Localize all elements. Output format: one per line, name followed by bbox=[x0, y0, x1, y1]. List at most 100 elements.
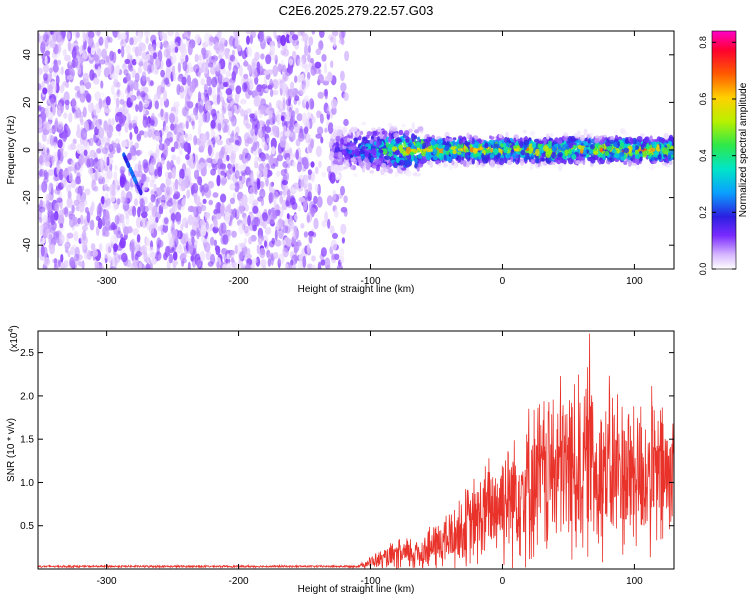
heatmap-cell bbox=[395, 156, 400, 164]
heatmap-cell bbox=[155, 187, 163, 197]
heatmap-cell bbox=[422, 142, 427, 149]
heatmap-cell bbox=[101, 92, 105, 98]
heatmap-cell bbox=[119, 39, 127, 49]
heatmap-cell bbox=[199, 250, 206, 262]
heatmap-cell bbox=[489, 160, 494, 164]
heatmap-cell bbox=[276, 154, 284, 162]
heatmap-cell bbox=[171, 65, 176, 76]
heatmap-cell bbox=[109, 161, 113, 172]
heatmap-cell bbox=[115, 97, 120, 108]
heatmap-cell bbox=[206, 76, 212, 87]
heatmap-cell bbox=[231, 49, 235, 57]
heatmap-cell bbox=[167, 31, 174, 37]
heatmap-cell bbox=[194, 195, 201, 206]
heatmap-cell bbox=[320, 258, 326, 266]
heatmap-cell bbox=[116, 198, 121, 205]
heatmap-cell bbox=[449, 137, 454, 143]
heatmap-cell bbox=[141, 71, 147, 82]
heatmap-cell bbox=[416, 166, 420, 172]
spectrogram-heatmap bbox=[38, 31, 674, 269]
heatmap-cell bbox=[96, 204, 103, 216]
heatmap-cell bbox=[300, 73, 305, 81]
heatmap-cell bbox=[261, 136, 266, 149]
heatmap-cell bbox=[288, 58, 294, 66]
heatmap-cell bbox=[576, 139, 582, 144]
heatmap-cell bbox=[95, 138, 102, 147]
heatmap-cell bbox=[301, 128, 307, 140]
heatmap-cell bbox=[116, 230, 122, 239]
heatmap-cell bbox=[143, 130, 149, 138]
heatmap-cell bbox=[205, 221, 209, 231]
heatmap-cell bbox=[132, 228, 139, 236]
heatmap-cell bbox=[234, 244, 238, 255]
heatmap-cell bbox=[567, 135, 573, 143]
heatmap-cell bbox=[62, 129, 69, 139]
heatmap-cell bbox=[239, 242, 246, 248]
heatmap-cell bbox=[62, 151, 68, 158]
heatmap-cell bbox=[456, 151, 462, 155]
heatmap-cell bbox=[193, 169, 200, 180]
heatmap-cell bbox=[293, 214, 298, 221]
heatmap-cell bbox=[352, 145, 357, 150]
heatmap-cell bbox=[315, 48, 322, 56]
heatmap-cell bbox=[307, 172, 312, 181]
heatmap-cell bbox=[231, 153, 236, 164]
heatmap-cell bbox=[186, 61, 193, 74]
heatmap-cell bbox=[650, 141, 655, 145]
heatmap-cell bbox=[85, 250, 93, 260]
heatmap-cell bbox=[432, 155, 439, 161]
heatmap-cell bbox=[89, 219, 95, 231]
heatmap-cell bbox=[38, 141, 43, 152]
heatmap-cell bbox=[105, 96, 111, 106]
heatmap-cell bbox=[169, 113, 175, 124]
heatmap-cell bbox=[163, 32, 168, 43]
heatmap-cell bbox=[307, 44, 311, 54]
heatmap-cell bbox=[334, 146, 340, 153]
heatmap-cell bbox=[131, 58, 137, 66]
heatmap-cell bbox=[289, 220, 295, 230]
heatmap-cell bbox=[133, 79, 139, 91]
heatmap-cell bbox=[295, 138, 301, 147]
heatmap-cell bbox=[57, 59, 62, 66]
heatmap-cell bbox=[40, 244, 45, 257]
heatmap-cell bbox=[575, 160, 581, 165]
heatmap-cell bbox=[109, 194, 116, 203]
heatmap-cell bbox=[96, 148, 101, 154]
heatmap-cell bbox=[254, 51, 260, 61]
heatmap-cell bbox=[274, 54, 278, 65]
heatmap-cell bbox=[282, 48, 289, 57]
heatmap-cell bbox=[148, 224, 155, 234]
colorbar-tick-label: 0.4 bbox=[698, 149, 708, 162]
heatmap-cell bbox=[157, 158, 161, 167]
heatmap-cell bbox=[354, 148, 360, 156]
heatmap-cell bbox=[124, 122, 129, 134]
heatmap-cell bbox=[62, 48, 67, 57]
heatmap-cell bbox=[48, 243, 55, 249]
heatmap-cell bbox=[274, 204, 280, 211]
heatmap-cell bbox=[336, 264, 343, 269]
heatmap-cell bbox=[258, 163, 265, 173]
heatmap-cell bbox=[220, 176, 228, 185]
heatmap-cell bbox=[64, 54, 71, 62]
heatmap-cell bbox=[474, 141, 480, 149]
heatmap-cell bbox=[301, 112, 308, 125]
heatmap-cell bbox=[572, 144, 577, 150]
heatmap-cell bbox=[634, 145, 640, 150]
heatmap-cell bbox=[45, 153, 52, 165]
heatmap-cell bbox=[458, 155, 462, 163]
heatmap-cell bbox=[344, 155, 349, 160]
heatmap-cell bbox=[257, 234, 263, 246]
heatmap-cell bbox=[458, 138, 464, 145]
heatmap-cell bbox=[321, 54, 327, 62]
heatmap-cell bbox=[438, 145, 444, 149]
heatmap-cell bbox=[92, 249, 98, 257]
heatmap-cell bbox=[246, 108, 252, 114]
heatmap-cell bbox=[184, 100, 191, 112]
heatmap-cell bbox=[529, 163, 534, 171]
heatmap-cell bbox=[308, 36, 314, 46]
heatmap-cell bbox=[141, 244, 148, 255]
heatmap-cell bbox=[169, 40, 175, 49]
heatmap-cell bbox=[44, 55, 48, 65]
heatmap-cell bbox=[398, 129, 404, 136]
heatmap-cell bbox=[644, 136, 650, 142]
